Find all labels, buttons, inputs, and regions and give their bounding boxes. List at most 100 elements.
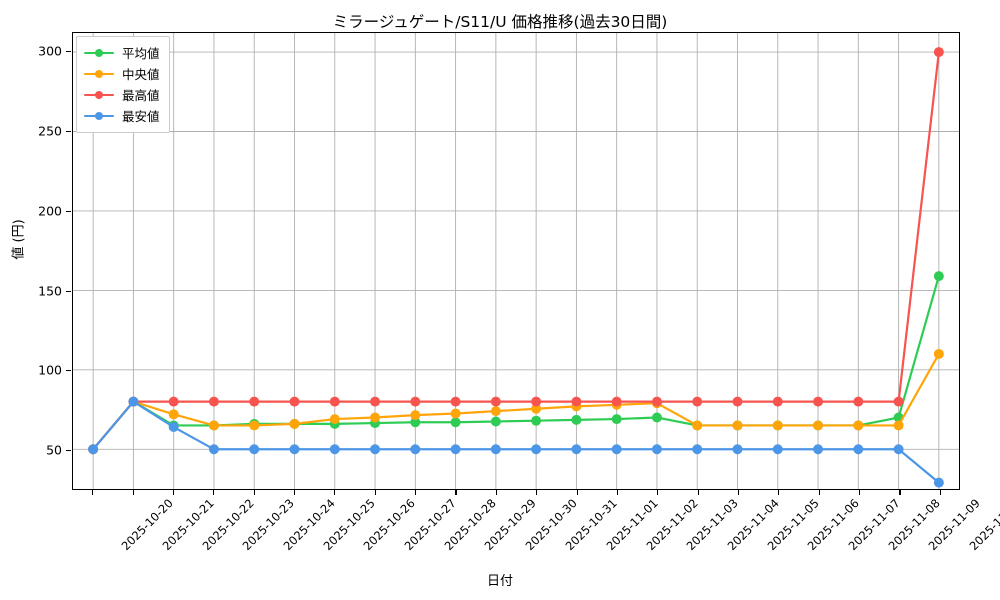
data-point xyxy=(893,396,904,407)
data-point xyxy=(88,444,99,455)
data-point xyxy=(651,396,662,407)
data-point xyxy=(732,396,743,407)
data-point xyxy=(531,415,542,426)
data-point xyxy=(249,396,260,407)
data-point xyxy=(611,396,622,407)
data-point xyxy=(571,396,582,407)
data-point xyxy=(772,420,783,431)
data-point xyxy=(490,416,501,427)
data-point xyxy=(772,444,783,455)
y-tick-label: 100 xyxy=(38,362,62,378)
data-point xyxy=(692,396,703,407)
y-tick-mark xyxy=(66,130,71,133)
legend-label: 中央値 xyxy=(122,67,160,82)
data-point xyxy=(289,396,300,407)
series-3 xyxy=(88,47,944,455)
data-point xyxy=(933,477,944,488)
y-axis-tick-marks xyxy=(0,32,72,490)
data-point xyxy=(208,420,219,431)
data-point xyxy=(772,396,783,407)
y-tick-mark xyxy=(66,450,71,452)
data-point xyxy=(410,396,421,407)
data-point xyxy=(289,418,300,429)
data-point xyxy=(813,444,824,455)
data-point xyxy=(450,408,461,419)
data-point xyxy=(450,417,461,428)
x-tick-mark xyxy=(455,490,457,495)
legend-item-3[interactable]: 最高値 xyxy=(84,84,160,105)
data-point xyxy=(370,444,381,455)
legend-item-2[interactable]: 中央値 xyxy=(84,63,160,84)
data-point xyxy=(249,444,260,455)
y-tick-label: 250 xyxy=(38,123,62,139)
legend-label: 最高値 xyxy=(122,88,160,103)
data-point xyxy=(933,348,944,359)
x-tick-mark xyxy=(253,490,255,495)
data-point xyxy=(893,444,904,455)
x-tick-mark xyxy=(778,490,780,495)
legend-item-4[interactable]: 最安値 xyxy=(84,105,160,126)
data-point xyxy=(450,396,461,407)
y-tick-label: 200 xyxy=(38,203,62,219)
data-point xyxy=(853,420,864,431)
x-tick-mark xyxy=(738,490,740,495)
y-tick-label: 50 xyxy=(46,442,62,458)
data-point xyxy=(490,444,501,455)
legend-item-1[interactable]: 平均値 xyxy=(84,42,160,63)
data-point xyxy=(410,444,421,455)
data-point xyxy=(208,396,219,407)
data-point xyxy=(168,422,179,433)
data-point xyxy=(410,417,421,428)
data-point xyxy=(611,414,622,425)
data-point xyxy=(611,444,622,455)
data-point xyxy=(490,406,501,417)
chart-title: ミラージュゲート/S11/U 価格推移(過去30日間) xyxy=(332,13,668,31)
data-point xyxy=(410,410,421,421)
data-point xyxy=(531,444,542,455)
data-point xyxy=(813,396,824,407)
legend-swatch-icon xyxy=(84,109,114,123)
x-tick-mark xyxy=(132,490,134,495)
data-point xyxy=(732,444,743,455)
x-tick-mark xyxy=(415,490,417,495)
y-axis-tick-labels: 50 100 150 200 250 300 xyxy=(0,32,62,490)
data-point xyxy=(329,414,340,425)
x-tick-mark xyxy=(374,490,376,495)
x-tick-mark xyxy=(616,490,618,495)
x-tick-mark xyxy=(172,490,174,495)
legend-swatch-icon xyxy=(84,88,114,102)
x-tick-mark xyxy=(697,490,699,495)
data-point xyxy=(490,396,501,407)
series-4 xyxy=(88,396,944,488)
data-point xyxy=(571,444,582,455)
x-axis-label: 日付 xyxy=(486,574,513,589)
data-point xyxy=(933,271,944,282)
x-tick-mark xyxy=(92,490,94,495)
x-axis-tick-marks xyxy=(72,490,960,496)
y-tick-label: 300 xyxy=(38,43,62,59)
x-tick-mark xyxy=(294,490,296,495)
legend-label: 最安値 xyxy=(122,109,160,124)
data-point xyxy=(853,444,864,455)
chart-legend: 平均値中央値最高値最安値 xyxy=(76,36,170,133)
data-point xyxy=(168,409,179,420)
data-point xyxy=(370,396,381,407)
x-tick-mark xyxy=(495,490,497,495)
plot-area xyxy=(72,32,960,490)
data-point xyxy=(813,420,824,431)
x-axis-tick-labels: 2025-10-20 2025-10-21 2025-10-22 2025-10-23… xyxy=(72,496,1000,566)
data-point xyxy=(450,444,461,455)
x-tick-mark xyxy=(818,490,820,495)
x-tick-mark xyxy=(899,490,901,495)
data-point xyxy=(651,412,662,423)
y-tick-mark xyxy=(66,290,71,292)
data-point xyxy=(329,396,340,407)
x-tick-mark xyxy=(536,490,538,495)
y-tick-mark xyxy=(66,370,71,372)
data-point xyxy=(531,403,542,414)
x-tick-mark xyxy=(939,490,941,495)
y-axis-label: 値 (円) xyxy=(11,219,27,260)
x-tick-mark xyxy=(657,490,659,495)
data-point xyxy=(531,396,542,407)
